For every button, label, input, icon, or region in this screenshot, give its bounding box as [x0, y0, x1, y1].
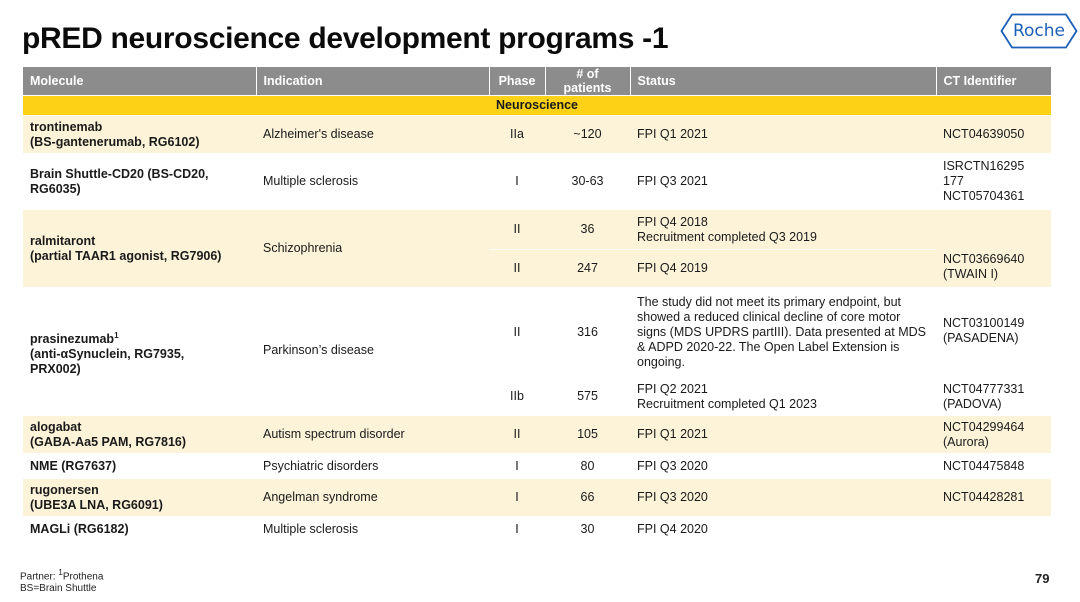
ct-cell: NCT03100149 (PASADENA)	[936, 287, 1051, 378]
patients-cell: 66	[545, 478, 630, 517]
table-row: prasinezumab1 (anti-αSynuclein, RG7935, …	[23, 287, 1051, 416]
ct-cell	[936, 516, 1051, 542]
molecule-cell: NME (RG7637)	[23, 453, 256, 479]
molecule-cell: ralmitaront (partial TAAR1 agonist, RG79…	[23, 209, 256, 288]
status-cell: FPI Q1 2021	[630, 415, 936, 454]
patients-cell: 30-63	[545, 153, 630, 210]
molecule-cell: Brain Shuttle-CD20 (BS-CD20, RG6035)	[23, 153, 256, 210]
indication-cell: Multiple sclerosis	[256, 516, 489, 542]
ct-cell: NCT04639050	[936, 115, 1051, 154]
molecule-cell: trontinemab (BS-gantenerumab, RG6102)	[23, 115, 256, 154]
table-row: Brain Shuttle-CD20 (BS-CD20, RG6035) Mul…	[23, 153, 1051, 210]
ct-cell: NCT04777331 (PADOVA)	[936, 377, 1051, 416]
table-row: trontinemab (BS-gantenerumab, RG6102) Al…	[23, 115, 1051, 154]
indication-cell: Psychiatric disorders	[256, 453, 489, 479]
status-cell: FPI Q2 2021 Recruitment completed Q1 202…	[630, 377, 936, 416]
status-cell: The study did not meet its primary endpo…	[630, 287, 936, 378]
page-number: 79	[1035, 571, 1050, 586]
status-cell: FPI Q3 2020	[630, 478, 936, 517]
phase-cell: IIa	[489, 115, 545, 154]
roche-hexagon-icon	[1000, 13, 1078, 49]
header-indication: Indication	[255, 67, 489, 96]
status-cell: FPI Q4 2020	[630, 516, 936, 542]
phase-cell: II	[489, 209, 545, 250]
phase-cell: I	[489, 478, 545, 517]
ct-cell: NCT03669640 (TWAIN I)	[936, 209, 1051, 288]
status-cell: FPI Q4 2018 Recruitment completed Q3 201…	[630, 209, 936, 250]
patients-cell: 30	[545, 516, 630, 542]
header-ct-identifier: CT Identifier	[935, 67, 1051, 96]
molecule-cell: MAGLi (RG6182)	[23, 516, 256, 542]
status-cell: FPI Q3 2020	[630, 453, 936, 479]
indication-cell: Angelman syndrome	[256, 478, 489, 517]
phase-cell: II	[489, 249, 545, 288]
header-molecule: Molecule	[23, 67, 256, 96]
patients-cell: 36	[545, 209, 630, 250]
ct-cell: NCT04299464 (Aurora)	[936, 415, 1051, 454]
table-row: IIb 575 FPI Q2 2021 Recruitment complete…	[23, 377, 1051, 416]
patients-cell: 316	[545, 287, 630, 378]
table-row: NME (RG7637) Psychiatric disorders I 80 …	[23, 453, 1051, 479]
table-row: ralmitaront (partial TAAR1 agonist, RG79…	[23, 209, 1051, 288]
table-row: rugonersen (UBE3A LNA, RG6091) Angelman …	[23, 478, 1051, 517]
page-title: pRED neuroscience development programs -…	[22, 22, 669, 55]
table-header-row: Molecule Indication Phase # of patients …	[23, 67, 1051, 96]
patients-cell: 575	[545, 377, 630, 416]
phase-cell: I	[489, 516, 545, 542]
roche-logo-text: Roche	[1012, 21, 1066, 41]
indication-cell: Autism spectrum disorder	[256, 415, 489, 454]
molecule-cell: alogabat (GABA-Aa5 PAM, RG7816)	[23, 415, 256, 454]
phase-cell: I	[489, 153, 545, 210]
status-cell: FPI Q3 2021	[630, 153, 936, 210]
footnote: Partner: 1Prothena BS=Brain Shuttle	[20, 568, 104, 595]
programs-table: Molecule Indication Phase # of patients …	[23, 67, 1051, 542]
header-patients: # of patients	[544, 67, 630, 96]
patients-cell: 247	[545, 249, 630, 288]
phase-cell: II	[489, 415, 545, 454]
table-row: II 247 FPI Q4 2019	[23, 249, 1051, 288]
molecule-cell: rugonersen (UBE3A LNA, RG6091)	[23, 478, 256, 517]
molecule-cell: prasinezumab1 (anti-αSynuclein, RG7935, …	[23, 287, 256, 416]
section-label: Neuroscience	[23, 95, 1051, 116]
roche-logo: Roche	[1000, 13, 1078, 49]
indication-cell: Parkinson’s disease	[256, 287, 489, 416]
table-row: alogabat (GABA-Aa5 PAM, RG7816) Autism s…	[23, 415, 1051, 454]
section-row: Neuroscience	[23, 95, 1051, 116]
indication-cell: Schizophrenia	[256, 209, 489, 288]
patients-cell: 80	[545, 453, 630, 479]
ct-cell: ISRCTN16295 177 NCT05704361	[936, 153, 1051, 210]
patients-cell: 105	[545, 415, 630, 454]
ct-cell: NCT04475848	[936, 453, 1051, 479]
table-row: MAGLi (RG6182) Multiple sclerosis I 30 F…	[23, 516, 1051, 542]
phase-cell: I	[489, 453, 545, 479]
phase-cell: II	[489, 287, 545, 378]
status-cell: FPI Q1 2021	[630, 115, 936, 154]
ct-cell: NCT04428281	[936, 478, 1051, 517]
header-status: Status	[629, 67, 936, 96]
status-cell: FPI Q4 2019	[630, 249, 936, 288]
phase-cell: IIb	[489, 377, 545, 416]
patients-cell: ~120	[545, 115, 630, 154]
indication-cell: Alzheimer's disease	[256, 115, 489, 154]
header-phase: Phase	[488, 67, 545, 96]
indication-cell: Multiple sclerosis	[256, 153, 489, 210]
